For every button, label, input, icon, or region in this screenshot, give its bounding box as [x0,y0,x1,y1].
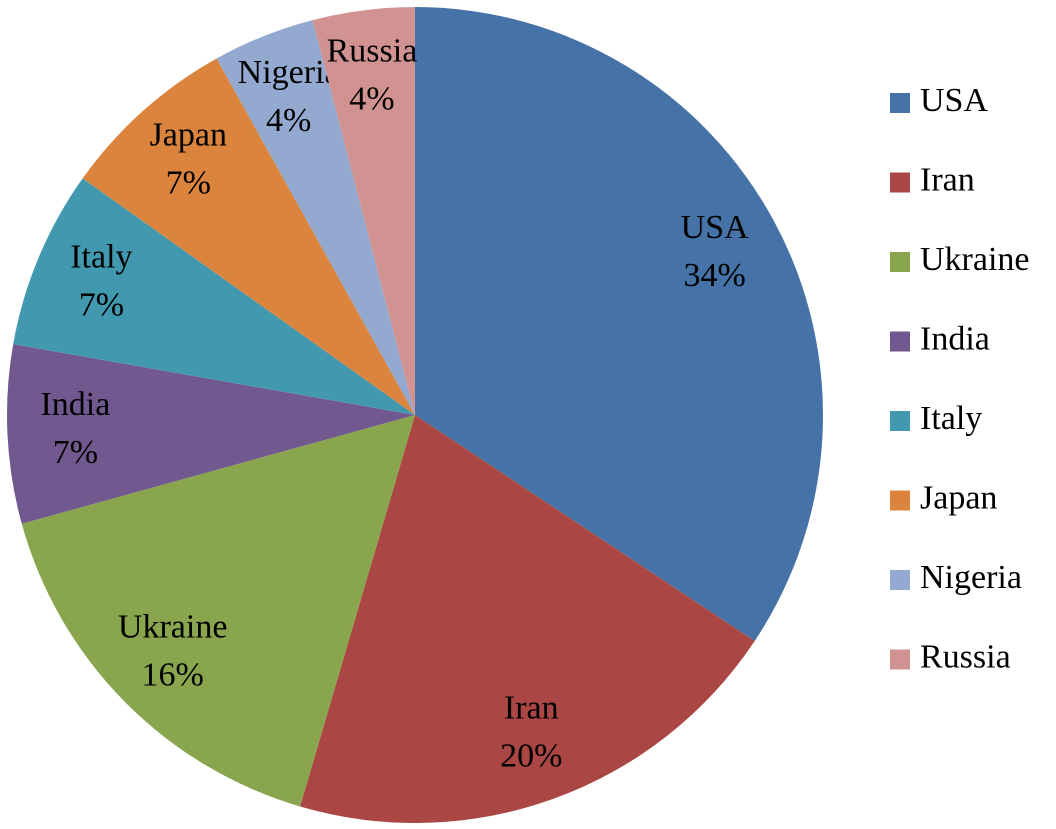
slice-category-label: India [40,386,110,423]
legend-swatch [890,570,910,590]
pie-slice [21,415,415,807]
legend-label: Ukraine [920,241,1030,278]
legend-swatch [890,331,910,352]
legend-label: Nigeria [920,559,1022,596]
slice-category-label: Ukraine [118,608,228,645]
legend-label: Iran [920,161,975,198]
legend-swatch [890,172,910,193]
slice-category-label: Russia [327,33,418,70]
pie-slice [216,20,415,415]
pie-slice [7,344,416,524]
pie-slice [415,7,823,641]
slice-value-label: 7% [166,164,211,201]
slice-value-label: 4% [349,81,394,118]
slice-category-label: Iran [504,689,559,726]
legend-label: India [920,320,990,357]
slice-value-label: 16% [142,656,204,693]
legend-swatch [890,490,910,511]
legend-swatch [890,411,910,431]
pie-slice [13,178,416,415]
legend-label: USA [920,82,988,119]
legend-swatch [890,649,910,670]
legend-swatch [890,252,910,272]
legend-swatch [890,93,910,113]
slice-value-label: 34% [684,257,746,294]
slice-category-label: Italy [70,238,132,275]
slice-value-label: 4% [266,102,311,139]
slice-value-label: 7% [53,434,98,471]
legend-label: Russia [920,638,1011,675]
slice-value-label: 7% [79,286,124,323]
slice-category-label: Japan [150,116,227,153]
slice-category-label: USA [681,209,749,246]
legend-label: Italy [920,400,982,437]
legend-label: Japan [920,479,997,516]
slice-value-label: 20% [500,737,562,774]
pie-slice [300,415,755,823]
slice-category-label: Nigeria [238,54,340,91]
pie-slice [82,58,415,416]
pie-slice [312,7,415,415]
